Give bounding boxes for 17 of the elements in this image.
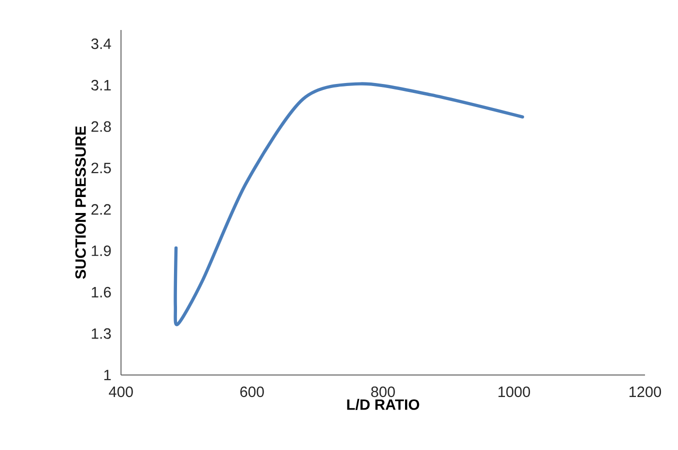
x-axis-title: L/D RATIO (347, 398, 420, 410)
y-tick-label: 1.9 (92, 245, 111, 256)
y-tick-label: 2.2 (91, 204, 111, 215)
x-tick-label: 600 (240, 386, 264, 398)
y-axis-title: SUCTION PRESSURE (75, 126, 86, 279)
line-series (174, 82, 524, 326)
y-tick-label: 3.1 (91, 80, 111, 90)
y-tick-label: 2.8 (91, 121, 111, 132)
x-tick-label: 800 (371, 386, 395, 398)
y-tick-label: 3.4 (91, 38, 112, 50)
y-tick-label: 1.6 (92, 286, 111, 298)
x-tick-label: 1200 (630, 386, 662, 398)
y-tick-label: 1.3 (92, 328, 111, 339)
x-tick-label: 400 (108, 386, 133, 398)
y-tick-label: 2.5 (91, 162, 111, 174)
y-tick-label: 1 (104, 370, 111, 380)
x-tick-label: 1000 (498, 386, 530, 398)
